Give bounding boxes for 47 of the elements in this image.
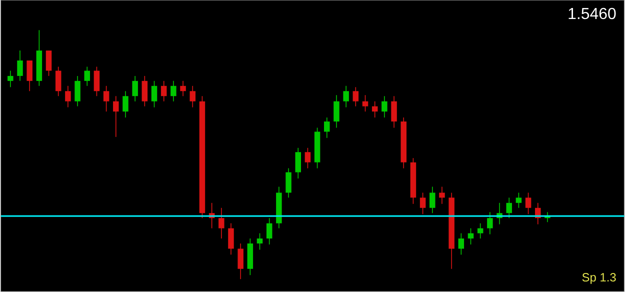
- candlestick: [122, 90, 128, 118]
- candlestick: [439, 186, 445, 204]
- candlestick: [362, 94, 368, 112]
- candlestick: [180, 80, 186, 96]
- candlestick: [295, 147, 301, 179]
- text: Sp 1.3: [582, 272, 616, 284]
- candlestick: [65, 85, 71, 108]
- candlestick: [160, 80, 167, 102]
- candlestick: [391, 96, 397, 128]
- candlestick: [372, 100, 378, 118]
- candlestick: [113, 96, 119, 138]
- candlestick: [218, 207, 224, 239]
- candlestick: [228, 222, 234, 255]
- candlestick: [94, 66, 100, 96]
- candlestick: [458, 232, 464, 255]
- candlestick: [343, 85, 349, 108]
- candlestick: [286, 168, 292, 198]
- candlestick: [238, 242, 244, 280]
- text: 1.5460: [568, 8, 616, 20]
- candlestick: [46, 50, 52, 76]
- candlestick: [525, 192, 532, 214]
- candlestick: [170, 80, 176, 102]
- candlestick: [516, 192, 522, 208]
- candlestick: [468, 228, 474, 245]
- candlestick: [324, 116, 330, 138]
- candlestick: [382, 96, 388, 118]
- candlestick: [103, 85, 110, 112]
- candlestick: [17, 50, 23, 82]
- candlestick: [420, 192, 426, 214]
- candlestick: [334, 94, 340, 128]
- candlestick: [84, 66, 90, 86]
- candlestick: [266, 218, 272, 245]
- candlestick: [352, 86, 359, 107]
- candlestick: [132, 75, 138, 102]
- candlestick: [190, 85, 196, 108]
- candlestick: [26, 60, 32, 92]
- candlestick: [430, 186, 436, 214]
- candlestick: [8, 70, 14, 88]
- candlestick: [506, 197, 512, 218]
- candlestick: [477, 222, 484, 239]
- candlestick: [74, 75, 80, 107]
- candlestick: [151, 80, 158, 108]
- candlestick: [304, 147, 311, 169]
- candlestick: [142, 75, 148, 107]
- candlestick: [55, 66, 62, 96]
- candlestick: [487, 212, 493, 235]
- candlestick: [256, 232, 263, 250]
